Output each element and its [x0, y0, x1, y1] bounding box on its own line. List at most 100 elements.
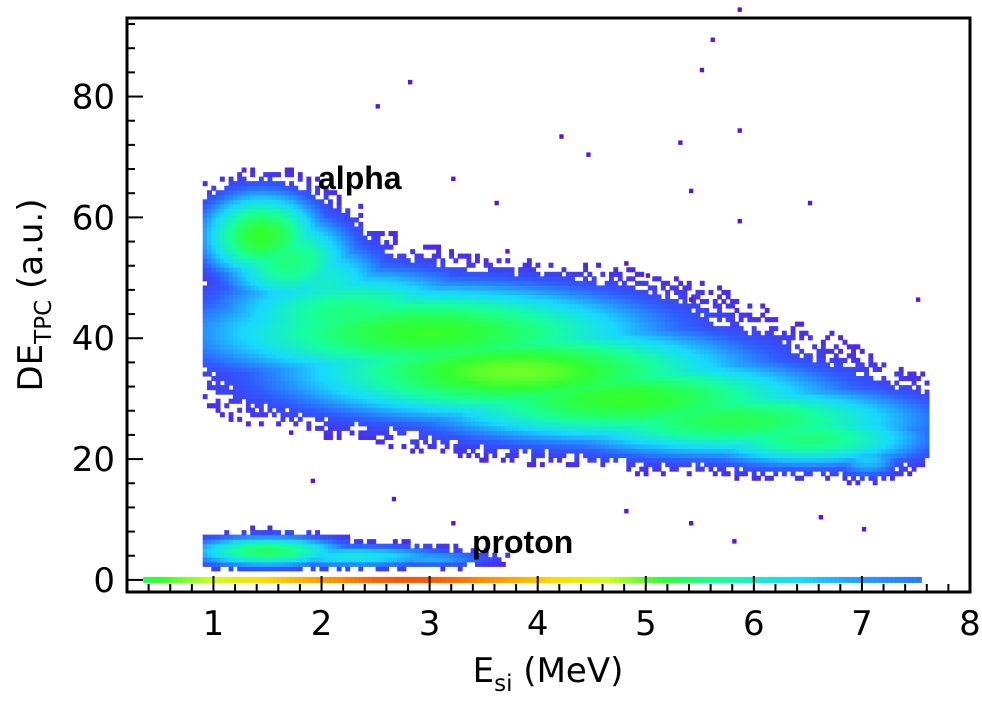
heatmap-bin	[440, 289, 446, 295]
heatmap-bin	[535, 344, 541, 350]
heatmap-bin	[202, 244, 208, 250]
heatmap-bin	[423, 348, 428, 354]
heatmap-bin	[488, 362, 493, 368]
heatmap-bin	[263, 240, 269, 246]
heatmap-bin	[392, 552, 398, 558]
heatmap-bin	[232, 398, 238, 404]
heatmap-bin	[258, 217, 264, 223]
heatmap-bin	[492, 280, 498, 286]
heatmap-bin	[258, 339, 264, 345]
heatmap-bin	[388, 294, 394, 300]
heatmap-bin	[319, 303, 325, 309]
heatmap-bin	[496, 294, 502, 300]
heatmap-bin	[565, 321, 571, 327]
heatmap-bin	[306, 212, 312, 218]
heatmap-bin	[289, 303, 294, 309]
heatmap-bin	[310, 212, 316, 218]
heatmap-bin	[570, 366, 575, 372]
heatmap-bin	[237, 385, 243, 391]
heatmap-bin	[263, 235, 269, 241]
heatmap-bin	[440, 258, 446, 264]
heatmap-bin	[379, 566, 385, 572]
heatmap-bin	[366, 330, 372, 336]
heatmap-bin	[539, 330, 545, 336]
heatmap-bin	[522, 271, 528, 277]
heatmap-bin	[267, 294, 273, 300]
heatmap-bin	[418, 548, 424, 554]
heatmap-bin	[228, 344, 234, 350]
heatmap-bin	[245, 561, 251, 567]
heatmap-bin	[436, 434, 441, 440]
heatmap-bin	[349, 321, 355, 327]
heatmap-bin	[345, 421, 351, 427]
heatmap-bin	[496, 326, 502, 332]
heatmap-bin	[526, 357, 532, 363]
heatmap-bin	[297, 348, 303, 354]
heatmap-bin	[535, 439, 541, 445]
heatmap-bin	[617, 339, 623, 345]
heatmap-bin	[604, 398, 610, 404]
heatmap-bin	[328, 317, 333, 323]
heatmap-bin	[626, 303, 632, 309]
heatmap-bin	[635, 425, 640, 431]
heatmap-bin	[453, 434, 459, 440]
heatmap-bin	[518, 285, 524, 291]
heatmap-bin	[271, 212, 277, 218]
heatmap-bin	[345, 534, 351, 540]
heatmap-bin	[271, 267, 277, 273]
heatmap-bin	[332, 317, 338, 323]
heatmap-bin	[310, 376, 316, 382]
heatmap-bin	[366, 240, 372, 246]
heatmap-bin	[622, 448, 627, 454]
heatmap-bin	[375, 344, 381, 350]
heatmap-bin	[496, 289, 502, 295]
heatmap-bin	[228, 371, 234, 377]
heatmap-bin	[552, 434, 558, 440]
heatmap-bin	[310, 335, 316, 341]
heatmap-bin	[371, 543, 377, 549]
heatmap-bin	[336, 208, 342, 214]
heatmap-bin	[397, 330, 403, 336]
heatmap-bin	[241, 212, 247, 218]
heatmap-bin	[405, 317, 411, 323]
heatmap-bin	[354, 330, 359, 336]
heatmap-bin	[630, 312, 636, 318]
heatmap-bin	[483, 344, 489, 350]
heatmap-bin	[388, 262, 394, 268]
heatmap-bin	[544, 276, 550, 282]
heatmap-bin	[284, 362, 290, 368]
heatmap-bin	[219, 362, 225, 368]
heatmap-bin	[483, 276, 489, 282]
heatmap-bin	[509, 425, 515, 431]
heatmap-bin	[587, 453, 593, 459]
heatmap-bin	[587, 271, 593, 277]
heatmap-bin	[574, 389, 580, 395]
heatmap-bin	[518, 289, 524, 295]
heatmap-bin	[410, 280, 416, 286]
heatmap-bin	[276, 539, 281, 545]
heatmap-bin	[479, 457, 485, 463]
heatmap-bin	[466, 335, 472, 341]
heatmap-bin	[622, 280, 627, 286]
heatmap-bin	[591, 425, 597, 431]
heatmap-bin	[544, 299, 550, 305]
heatmap-bin	[245, 308, 251, 314]
heatmap-bin	[371, 385, 377, 391]
heatmap-bin	[219, 308, 225, 314]
heatmap-bin	[375, 543, 381, 549]
heatmap-bin	[531, 434, 537, 440]
heatmap-bin	[509, 439, 515, 445]
heatmap-bin	[626, 430, 632, 436]
heatmap-bin	[332, 258, 338, 264]
heatmap-bin	[630, 412, 636, 418]
heatmap-bin	[630, 457, 636, 463]
heatmap-bin	[319, 348, 325, 354]
heatmap-bin	[617, 348, 623, 354]
heatmap-bin	[578, 425, 584, 431]
heatmap-bin	[418, 262, 424, 268]
heatmap-bin	[263, 194, 269, 200]
heatmap-bin	[375, 348, 381, 354]
heatmap-bin	[600, 303, 606, 309]
heatmap-bin	[315, 289, 320, 295]
heatmap-bin	[341, 416, 346, 422]
